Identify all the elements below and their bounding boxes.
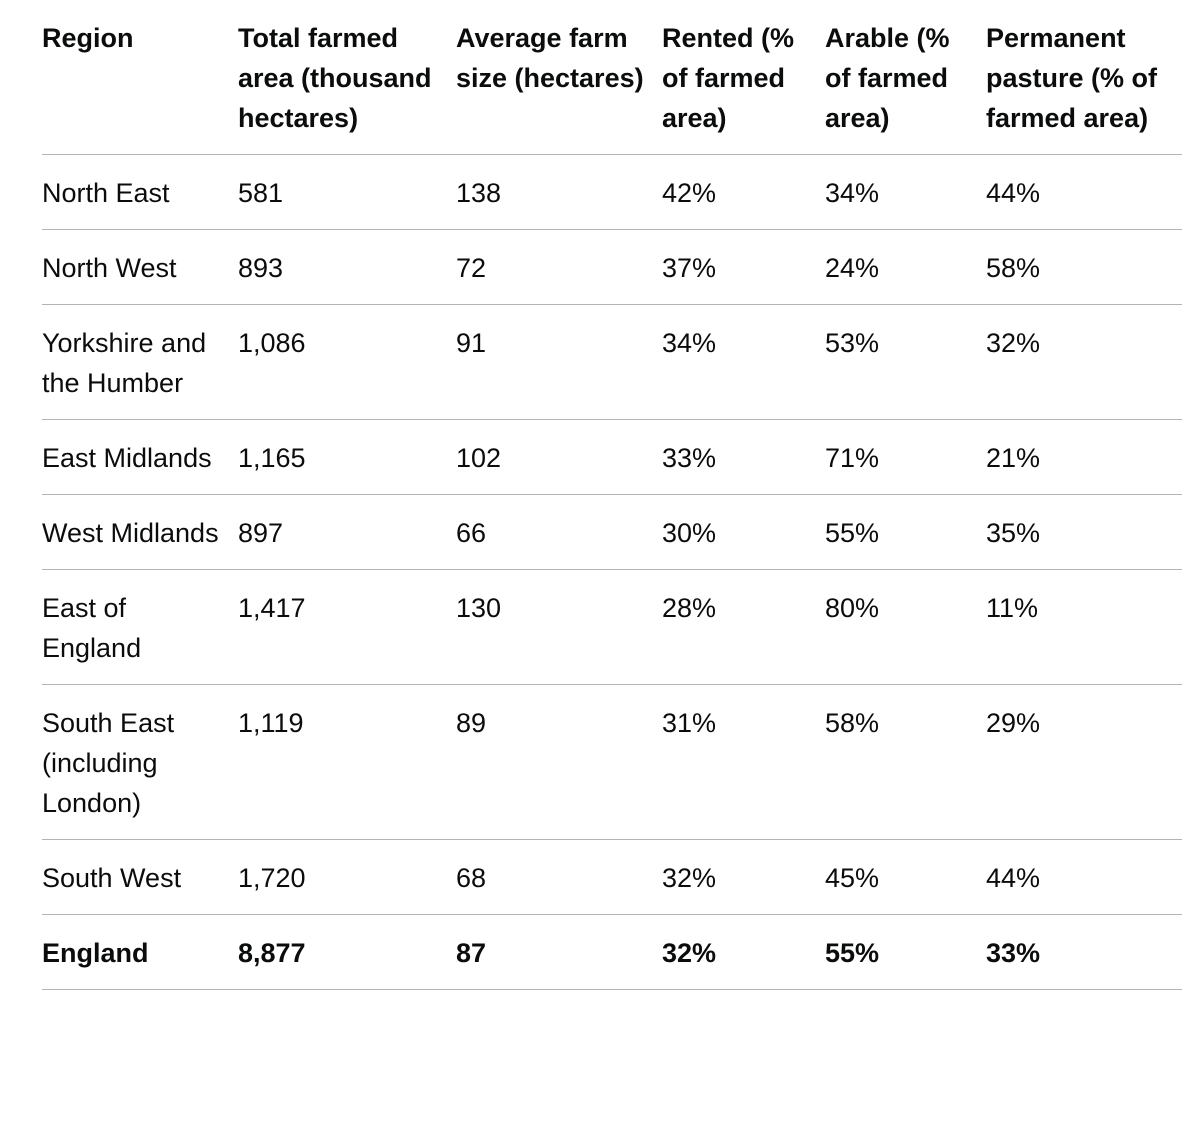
value-cell: 72 — [456, 229, 662, 305]
value-cell: 1,720 — [238, 839, 456, 915]
value-cell: 89 — [456, 684, 662, 840]
column-header: Region — [42, 0, 238, 155]
value-cell: 28% — [662, 569, 825, 685]
value-cell: 32% — [986, 304, 1182, 420]
value-cell: 893 — [238, 229, 456, 305]
value-cell: 32% — [662, 839, 825, 915]
value-cell: 581 — [238, 154, 456, 230]
value-cell: 31% — [662, 684, 825, 840]
region-cell: Yorkshire and the Humber — [42, 304, 238, 420]
value-cell: 58% — [986, 229, 1182, 305]
region-cell: South West — [42, 839, 238, 915]
table-row: Yorkshire and the Humber 1,086 91 34% 53% 32% — [42, 304, 1182, 420]
table-row: East of England 1,417 130 28% 80% 11% — [42, 569, 1182, 685]
table-row: North East 581 138 42% 34% 44% — [42, 154, 1182, 230]
region-cell: West Midlands — [42, 494, 238, 570]
value-cell: 138 — [456, 154, 662, 230]
region-cell: England — [42, 914, 238, 990]
value-cell: 1,417 — [238, 569, 456, 685]
value-cell: 53% — [825, 304, 986, 420]
column-header: Permanent pasture (% of farmed area) — [986, 0, 1182, 155]
value-cell: 45% — [825, 839, 986, 915]
table-row: South East (including London) 1,119 89 31% 5… — [42, 684, 1182, 840]
value-cell: 37% — [662, 229, 825, 305]
column-header: Average farm size (hectares) — [456, 0, 662, 155]
value-cell: 34% — [825, 154, 986, 230]
header-row: Region Total farmed area (thousand hectar… — [42, 0, 1182, 155]
value-cell: 33% — [662, 419, 825, 495]
region-cell: South East (including London) — [42, 684, 238, 840]
value-cell: 8,877 — [238, 914, 456, 990]
value-cell: 1,119 — [238, 684, 456, 840]
table-row: East Midlands 1,165 102 33% 71% 21% — [42, 419, 1182, 495]
column-header: Arable (% of farmed area) — [825, 0, 986, 155]
value-cell: 87 — [456, 914, 662, 990]
value-cell: 55% — [825, 914, 986, 990]
table-row: West Midlands 897 66 30% 55% 35% — [42, 494, 1182, 570]
region-cell: East Midlands — [42, 419, 238, 495]
value-cell: 21% — [986, 419, 1182, 495]
value-cell: 68 — [456, 839, 662, 915]
value-cell: 34% — [662, 304, 825, 420]
data-table: Region Total farmed area (thousand hectar… — [42, 0, 1182, 990]
value-cell: 29% — [986, 684, 1182, 840]
value-cell: 42% — [662, 154, 825, 230]
value-cell: 66 — [456, 494, 662, 570]
table-row: South West 1,720 68 32% 45% 44% — [42, 839, 1182, 915]
value-cell: 91 — [456, 304, 662, 420]
value-cell: 80% — [825, 569, 986, 685]
value-cell: 58% — [825, 684, 986, 840]
table-row: North West 893 72 37% 24% 58% — [42, 229, 1182, 305]
value-cell: 44% — [986, 154, 1182, 230]
value-cell: 55% — [825, 494, 986, 570]
region-cell: North East — [42, 154, 238, 230]
value-cell: 130 — [456, 569, 662, 685]
column-header: Rented (% of farmed area) — [662, 0, 825, 155]
value-cell: 1,165 — [238, 419, 456, 495]
region-cell: East of England — [42, 569, 238, 685]
value-cell: 30% — [662, 494, 825, 570]
total-row: England 8,877 87 32% 55% 33% — [42, 914, 1182, 990]
value-cell: 35% — [986, 494, 1182, 570]
table-head: Region Total farmed area (thousand hectar… — [42, 0, 1182, 155]
value-cell: 33% — [986, 914, 1182, 990]
value-cell: 32% — [662, 914, 825, 990]
value-cell: 44% — [986, 839, 1182, 915]
column-header: Total farmed area (thousand hectares) — [238, 0, 456, 155]
value-cell: 897 — [238, 494, 456, 570]
value-cell: 11% — [986, 569, 1182, 685]
value-cell: 102 — [456, 419, 662, 495]
value-cell: 71% — [825, 419, 986, 495]
value-cell: 1,086 — [238, 304, 456, 420]
value-cell: 24% — [825, 229, 986, 305]
region-cell: North West — [42, 229, 238, 305]
table-body: North East 581 138 42% 34% 44% North West 893 72… — [42, 154, 1182, 990]
